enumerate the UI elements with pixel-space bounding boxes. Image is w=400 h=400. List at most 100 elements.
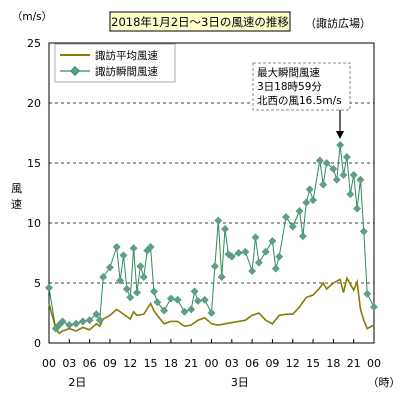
gust-point-61	[336, 141, 345, 149]
gust-point-69	[363, 289, 372, 298]
annotation-box	[252, 62, 351, 111]
gust-point-43	[251, 233, 260, 242]
x-tick-label-15: 21	[347, 357, 361, 370]
gust-markers	[45, 141, 378, 333]
gust-point-33	[207, 309, 216, 317]
x-tick-label-14: 18	[326, 357, 340, 370]
chart-title: 2018年1月2日～3日の風速の推移	[111, 15, 289, 29]
gust-point-8	[92, 310, 101, 319]
gust-point-51	[295, 207, 304, 215]
y-tick-label-1: 5	[34, 277, 41, 290]
gust-point-29	[187, 305, 196, 314]
gust-point-46	[268, 237, 277, 245]
legend-label-gust: 諏訪瞬間風速	[95, 65, 158, 78]
gust-point-0	[45, 283, 53, 292]
legend-marker-gust	[70, 66, 80, 76]
gust-point-63	[342, 153, 351, 161]
x-tick-label-9: 03	[225, 357, 239, 370]
x-tick-label-6: 18	[164, 357, 178, 370]
gust-point-11	[105, 263, 114, 272]
max-gust-annotation: 最大瞬間風速 3日18時59分 北西の風16.5m/s	[252, 62, 351, 139]
day-label-0: 2日	[68, 376, 86, 389]
gust-point-56	[315, 156, 324, 165]
x-tick-label-13: 15	[306, 357, 320, 370]
gust-point-15	[122, 285, 131, 293]
gust-point-62	[339, 171, 348, 179]
y-axis-label-line1: 風	[11, 182, 22, 195]
x-tick-label-12: 12	[286, 357, 300, 370]
gust-point-12	[112, 243, 121, 251]
gust-point-50	[288, 222, 297, 231]
x-tick-label-0: 00	[42, 357, 56, 370]
gust-point-34	[210, 262, 219, 271]
gust-point-54	[305, 185, 314, 194]
gust-point-47	[271, 264, 280, 273]
gust-point-57	[319, 180, 328, 189]
gust-point-58	[322, 159, 331, 167]
gust-point-28	[180, 307, 189, 316]
gust-point-52	[298, 232, 307, 241]
y-axis-label-line2: 速	[11, 198, 22, 211]
gust-point-41	[241, 247, 250, 256]
gust-point-26	[166, 294, 175, 303]
title-box	[109, 11, 291, 32]
gust-point-68	[359, 227, 368, 236]
x-axis-unit: （時）	[368, 376, 400, 389]
gust-point-60	[332, 175, 341, 184]
gust-point-45	[261, 247, 270, 256]
gust-point-9	[95, 316, 104, 325]
station-label: （諏訪広場）	[305, 16, 371, 30]
gust-point-14	[119, 251, 128, 260]
day-label-1: 3日	[231, 376, 249, 389]
unit-label: （m/s）	[12, 11, 52, 23]
x-tick-label-2: 06	[83, 357, 97, 370]
gust-point-19	[136, 262, 145, 271]
gust-point-30	[190, 287, 199, 296]
gust-point-17	[129, 244, 138, 253]
gust-point-16	[126, 293, 135, 302]
x-tick-label-11: 09	[265, 357, 279, 370]
y-axis-label: 風 速	[11, 182, 26, 211]
gust-point-23	[149, 287, 158, 296]
gust-point-3	[58, 317, 67, 326]
gust-point-49	[282, 213, 290, 221]
gust-point-37	[221, 225, 229, 233]
y-tick-label-3: 15	[27, 157, 41, 170]
gust-point-7	[85, 316, 94, 325]
y-tick-label-4: 20	[27, 97, 41, 110]
x-tick-label-8: 00	[205, 357, 219, 370]
gust-point-53	[302, 198, 311, 207]
gust-point-39	[227, 252, 236, 261]
annotation-line-3: 北西の風16.5m/s	[257, 95, 342, 107]
gust-point-13	[116, 276, 125, 285]
gust-point-44	[254, 258, 263, 267]
gust-point-55	[309, 196, 318, 205]
annotation-line-1: 最大瞬間風速	[257, 66, 320, 79]
y-tick-label-0: 0	[34, 337, 41, 350]
x-tick-label-4: 12	[123, 357, 137, 370]
gust-point-67	[356, 175, 365, 184]
gust-point-5	[72, 319, 81, 328]
gust-point-70	[370, 303, 378, 311]
gust-point-18	[133, 288, 141, 297]
gust-point-40	[234, 249, 243, 257]
x-tick-label-10: 06	[245, 357, 259, 370]
gust-point-35	[214, 216, 223, 225]
x-tick-label-7: 21	[184, 357, 198, 370]
gust-point-42	[248, 267, 257, 275]
legend-label-average: 諏訪平均風速	[95, 49, 158, 62]
x-tick-label-3: 09	[103, 357, 117, 370]
gust-point-65	[349, 171, 358, 179]
y-tick-label-5: 25	[27, 37, 41, 50]
gust-point-20	[139, 273, 148, 281]
gust-point-6	[78, 317, 87, 326]
series-line-average	[48, 276, 375, 335]
gust-point-36	[217, 273, 226, 281]
gust-point-4	[65, 321, 74, 329]
annotation-arrow-head	[336, 131, 345, 139]
gust-point-48	[275, 252, 284, 261]
gust-point-32	[200, 295, 209, 304]
gust-point-27	[173, 295, 182, 304]
legend: 諏訪平均風速 諏訪瞬間風速	[54, 43, 176, 83]
